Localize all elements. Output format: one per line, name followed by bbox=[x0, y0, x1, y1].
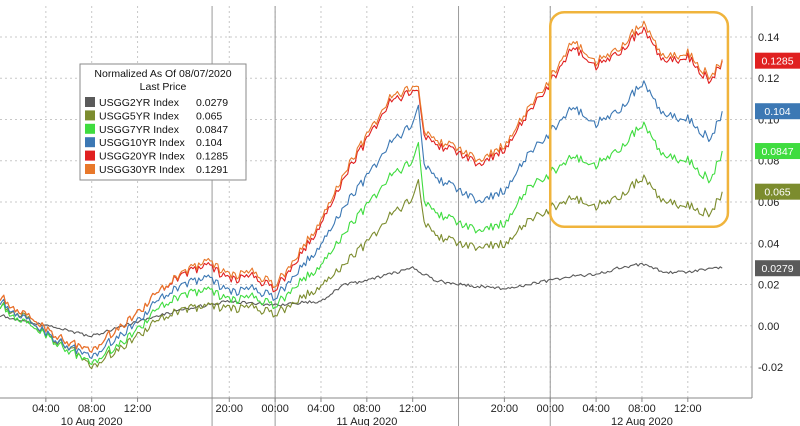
legend-entry-name: USGG10YR Index bbox=[99, 137, 186, 149]
last-price-tags: 0.0279 0.065 0.0847 0.104 0.1285 bbox=[755, 52, 800, 277]
x-day-label: 12 Aug 2020 bbox=[611, 416, 673, 426]
x-tick-label: 12:00 bbox=[399, 403, 427, 415]
legend-entry-price: 0.1285 bbox=[196, 151, 228, 163]
x-tick-label: 04:00 bbox=[32, 403, 60, 415]
legend-swatch bbox=[85, 110, 95, 121]
legend-title: Normalized As Of 08/07/2020 bbox=[94, 68, 231, 80]
legend-entry-name: USGG20YR Index bbox=[99, 151, 186, 163]
legend-entry-name: USGG2YR Index bbox=[99, 97, 180, 109]
legend-entry-name: USGG5YR Index bbox=[99, 110, 180, 122]
legend-swatch bbox=[85, 123, 95, 134]
legend-entry-name: USGG30YR Index bbox=[99, 164, 186, 176]
x-tick-label: 20:00 bbox=[216, 403, 244, 415]
last-price-label: 0.1285 bbox=[761, 56, 793, 68]
last-price-tag bbox=[755, 183, 800, 200]
y-tick-label: 0.06 bbox=[758, 197, 779, 209]
legend-box bbox=[79, 63, 247, 181]
last-price-tag bbox=[755, 52, 800, 69]
series-line-usgg5yr-index bbox=[0, 174, 723, 370]
last-price-label: 0.065 bbox=[764, 187, 790, 199]
y-tick-label: 0.14 bbox=[758, 32, 779, 44]
y-tick-label: -0.02 bbox=[758, 362, 783, 374]
last-price-label: 0.104 bbox=[764, 106, 790, 118]
x-tick-label: 08:00 bbox=[628, 403, 656, 415]
x-day-label: 11 Aug 2020 bbox=[336, 416, 397, 426]
legend-entry-name: USGG7YR Index bbox=[99, 124, 180, 136]
legend-entry-price: 0.0279 bbox=[196, 97, 228, 109]
x-tick-label: 08:00 bbox=[353, 403, 381, 415]
x-tick-label: 08:00 bbox=[78, 403, 106, 415]
highlight-box bbox=[548, 10, 730, 229]
y-tick-label: 0.12 bbox=[758, 73, 779, 85]
last-price-label: 0.0279 bbox=[761, 263, 793, 275]
series-lines bbox=[0, 20, 723, 370]
legend-subtitle: Last Price bbox=[140, 81, 187, 93]
legend-swatch bbox=[85, 137, 95, 148]
x-tick-label: 04:00 bbox=[307, 403, 335, 415]
x-tick-label: 12:00 bbox=[674, 403, 702, 415]
x-tick-label: 12:00 bbox=[124, 403, 152, 415]
y-tick-label: 0.04 bbox=[758, 238, 779, 250]
legend-entry-price: 0.065 bbox=[196, 110, 222, 122]
series-line-usgg30yr-index bbox=[0, 20, 723, 353]
series-line-usgg2yr-index bbox=[0, 262, 723, 338]
last-price-tag bbox=[755, 143, 800, 160]
legend-swatch bbox=[85, 97, 95, 107]
x-tick-label: 20:00 bbox=[491, 403, 519, 415]
y-tick-label: 0.00 bbox=[758, 321, 779, 333]
x-day-label: 10 Aug 2020 bbox=[61, 416, 123, 426]
last-price-tag bbox=[755, 260, 800, 277]
y-tick-label: 0.02 bbox=[758, 280, 779, 292]
legend-swatch bbox=[85, 164, 95, 174]
legend-entry-price: 0.104 bbox=[196, 137, 222, 149]
x-tick-label: 00:00 bbox=[261, 403, 289, 415]
series-line-usgg10yr-index bbox=[0, 80, 723, 359]
x-tick-label: 00:00 bbox=[536, 403, 564, 415]
x-tick-label: 04:00 bbox=[582, 403, 610, 415]
legend-swatch bbox=[85, 150, 95, 161]
series-line-usgg7yr-index bbox=[0, 121, 723, 366]
legend-entry-price: 0.0847 bbox=[196, 124, 228, 136]
highlight-box-layer bbox=[548, 10, 730, 229]
last-price-label: 0.0847 bbox=[761, 146, 793, 158]
legend-entry-price: 0.1291 bbox=[196, 164, 228, 176]
last-price-tag bbox=[755, 103, 800, 120]
